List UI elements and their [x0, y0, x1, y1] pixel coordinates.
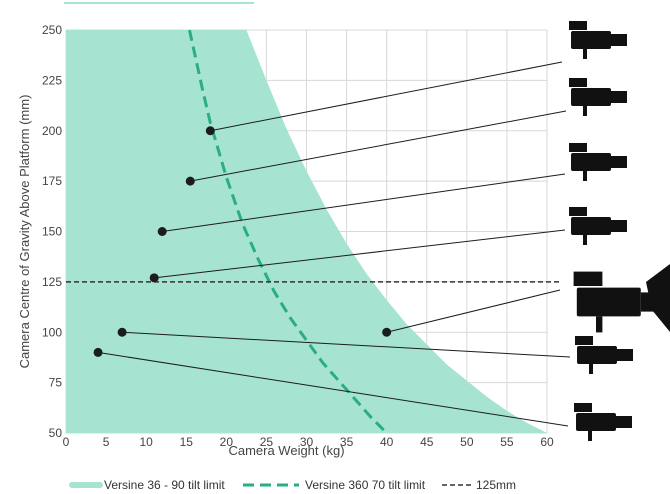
camera-icon [575, 336, 633, 374]
camera-grip [583, 106, 587, 116]
camera-body [571, 31, 611, 49]
x-tick-label: 55 [500, 435, 514, 449]
camera-body [576, 413, 616, 431]
camera-body [571, 153, 611, 171]
x-tick-label: 60 [540, 435, 554, 449]
camera-grip [583, 235, 587, 245]
y-axis-label: Camera Centre of Gravity Above Platform … [17, 95, 32, 369]
camera-viewfinder [569, 78, 587, 87]
camera-body [571, 217, 611, 235]
camera-lens [611, 220, 627, 232]
x-tick-label: 25 [260, 435, 274, 449]
data-point [117, 327, 127, 337]
y-tick-label: 200 [42, 124, 62, 138]
camera-icon [574, 403, 632, 441]
camera-viewfinder [575, 336, 593, 345]
leader-line [97, 351, 569, 427]
camera-icon [569, 21, 627, 59]
camera-lens [617, 349, 633, 361]
x-tick-label: 10 [139, 435, 153, 449]
leader-line [210, 61, 563, 132]
camera-icon [569, 78, 627, 116]
data-points [93, 126, 392, 357]
camera-grip [588, 431, 592, 441]
legend: Versine 36 - 90 tilt limit Versine 360 7… [69, 478, 516, 492]
data-point [205, 126, 215, 136]
legend-label-area: Versine 36 - 90 tilt limit [104, 478, 225, 492]
leader-line [386, 289, 561, 333]
camera-lens [611, 34, 627, 46]
y-tick-label: 175 [42, 174, 62, 188]
y-tick-label: 250 [42, 23, 62, 37]
data-point [382, 327, 392, 337]
x-tick-label: 35 [340, 435, 354, 449]
leader-line [122, 331, 571, 358]
camera-hood [646, 264, 670, 332]
camera-grip [589, 364, 593, 374]
x-tick-label: 0 [63, 435, 70, 449]
tick-labels: 0 5 10 15 20 25 30 35 40 45 50 55 60 50 75 100 125 150 175… [42, 23, 554, 449]
camera-icon [569, 143, 627, 181]
x-tick-label: 20 [220, 435, 234, 449]
camera-grip [583, 49, 587, 59]
x-tick-label: 40 [380, 435, 394, 449]
camera-viewfinder [569, 21, 587, 30]
leader-line [154, 229, 566, 279]
x-tick-label: 45 [420, 435, 434, 449]
camera-body [576, 287, 641, 317]
y-tick-label: 75 [49, 376, 63, 390]
y-tick-label: 100 [42, 325, 62, 339]
leader-line [162, 173, 566, 232]
y-tick-label: 150 [42, 225, 62, 239]
x-axis-label: Camera Weight (kg) [228, 443, 344, 458]
camera-icon [569, 207, 627, 245]
camera-viewfinder [569, 143, 587, 152]
x-tick-label: 5 [103, 435, 110, 449]
x-tick-label: 15 [180, 435, 194, 449]
camera-icons [569, 21, 670, 441]
header-strip [64, 2, 254, 4]
data-point [157, 227, 167, 236]
camera-lens [616, 416, 632, 428]
camera-body [571, 88, 611, 106]
data-point [149, 273, 159, 283]
legend-label-dashed: Versine 360 70 tilt limit [305, 478, 426, 492]
x-tick-label: 50 [460, 435, 474, 449]
camera-viewfinder [574, 403, 592, 412]
data-point [93, 347, 103, 357]
legend-label-reference: 125mm [476, 478, 516, 492]
y-tick-label: 50 [49, 426, 63, 440]
camera-lens [611, 156, 627, 168]
series-area-36-90 [66, 30, 547, 433]
camera-viewfinder [569, 207, 587, 216]
series-dashed-360-70 [187, 30, 388, 433]
camera-grip [596, 316, 603, 333]
camera-body [577, 346, 617, 364]
data-point [185, 176, 195, 186]
camera-viewfinder [573, 271, 603, 286]
y-tick-label: 225 [42, 73, 62, 87]
leader-lines [97, 61, 571, 427]
x-tick-label: 30 [300, 435, 314, 449]
y-tick-label: 125 [42, 275, 62, 289]
camera-grip [583, 171, 587, 181]
leader-line [190, 110, 567, 182]
camera-lens [611, 91, 627, 103]
camera-icon [573, 264, 670, 333]
